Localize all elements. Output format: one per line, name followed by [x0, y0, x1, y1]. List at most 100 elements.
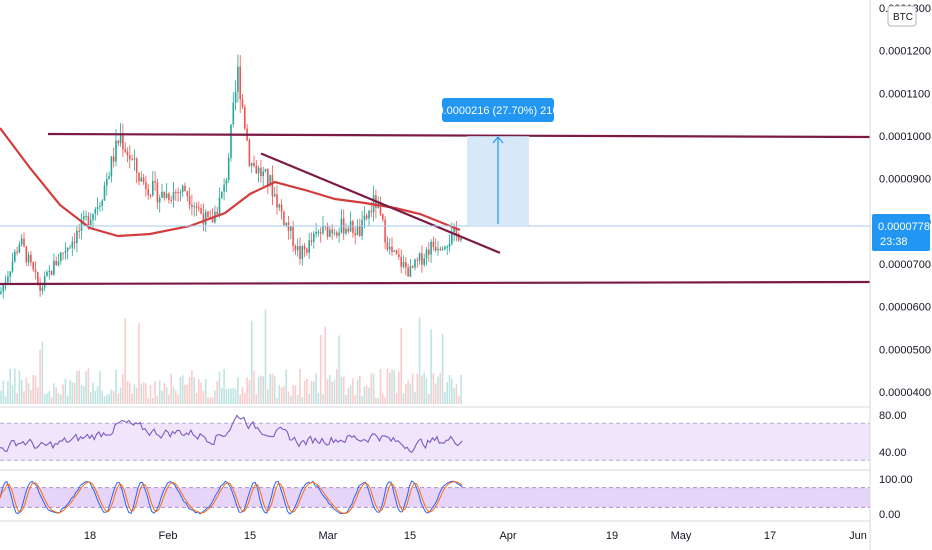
candle-body: [46, 272, 48, 277]
candle-body: [333, 232, 336, 234]
candle-body: [87, 215, 90, 226]
volume-bar: [83, 386, 85, 404]
candle-body: [446, 246, 448, 248]
volume-bar: [278, 385, 281, 404]
volume-bar: [32, 375, 34, 404]
candle-body: [308, 240, 310, 253]
volume-bar: [317, 392, 320, 404]
volume-bar: [333, 379, 336, 404]
descending-trendline[interactable]: [260, 152, 501, 254]
volume-bar: [152, 397, 154, 404]
volume-bar: [432, 373, 435, 404]
support-level-line[interactable]: [0, 280, 871, 286]
candle-body: [326, 225, 329, 237]
candle-body: [62, 252, 64, 254]
candle-body: [290, 226, 292, 231]
candle-body: [267, 168, 269, 186]
volume-bar: [354, 395, 356, 404]
volume-bar: [14, 368, 16, 404]
volume-bar: [319, 334, 322, 404]
candle-body: [129, 155, 131, 160]
candle-body: [101, 200, 103, 206]
volume-bar: [313, 381, 315, 404]
candle-body: [411, 266, 414, 268]
volume-bar: [66, 395, 69, 404]
candle-body: [234, 91, 237, 103]
candle-body: [43, 276, 46, 288]
candle-body: [108, 176, 110, 180]
candle-body: [287, 222, 290, 231]
volume-bar: [391, 369, 393, 404]
rsi-axis: 80.00 40.00: [879, 410, 907, 459]
candle-body: [405, 261, 407, 268]
volume-bar: [198, 379, 200, 404]
volume-bar: [292, 385, 294, 404]
volume-bar: [402, 393, 405, 404]
volume-bar: [204, 378, 207, 404]
volume-bar: [184, 384, 186, 404]
volume-bar: [149, 385, 152, 404]
volume-bar: [2, 380, 5, 404]
candle-body: [156, 182, 159, 203]
candle-body: [152, 180, 154, 196]
candle-body: [361, 219, 363, 236]
volume-bar: [375, 397, 377, 404]
current-price-tag-background: [872, 214, 930, 251]
price-range-measure[interactable]: 0.0000216 (27.70%) 216: [437, 98, 559, 225]
volume-bar: [271, 373, 274, 404]
candle-body: [80, 219, 83, 231]
rsi-axis-label: 80.00: [879, 410, 907, 422]
volume-bar: [428, 393, 430, 404]
volume-bar: [20, 379, 23, 404]
volume-bar: [177, 394, 179, 404]
candle-body: [133, 158, 136, 160]
volume-bar: [303, 380, 306, 404]
candle-body: [331, 229, 333, 234]
candle-body: [184, 185, 186, 192]
volume-bar: [336, 369, 338, 404]
candle-body: [368, 210, 370, 219]
time-axis[interactable]: 18 Feb 15 Mar 15 Apr 19 May 17 Jun: [84, 530, 867, 542]
price-axis[interactable]: 0.00013000.00012000.00011000.00010000.00…: [879, 3, 931, 399]
volume-bar: [158, 380, 161, 404]
candle-body: [296, 246, 299, 251]
candle-body: [269, 175, 271, 186]
candle-body: [273, 194, 276, 197]
time-axis-label: Jun: [849, 530, 867, 542]
candle-body: [37, 271, 39, 284]
candle-body: [99, 205, 101, 208]
price-axis-label: 0.0000700: [879, 259, 931, 271]
candle-body: [16, 251, 18, 253]
price-axis-label: 0.0000900: [879, 174, 931, 186]
candle-body: [20, 238, 23, 245]
rsi-line: [0, 414, 463, 454]
candle-body: [400, 256, 402, 267]
stoch-axis-label: 0.00: [879, 509, 900, 521]
volume-bar: [338, 335, 340, 404]
candle-body: [225, 180, 228, 185]
candle-body: [165, 193, 168, 198]
currency-badge[interactable]: BTC: [887, 5, 917, 27]
candle-body: [359, 225, 361, 236]
volume-bar: [170, 373, 172, 404]
volume-bar: [230, 388, 232, 404]
volume-bar: [25, 377, 28, 404]
candle-body: [110, 156, 113, 177]
volume-bar: [455, 383, 458, 404]
candle-body: [34, 269, 37, 272]
volume-bar: [416, 373, 419, 404]
volume-bar: [239, 394, 241, 404]
candle-body: [124, 149, 126, 152]
volume-bar: [11, 385, 14, 404]
volume-bar: [283, 386, 285, 404]
volume-bar: [276, 397, 278, 404]
resistance-level-line[interactable]: [47, 132, 871, 139]
volume-bar: [96, 386, 99, 404]
volume-bar: [386, 368, 389, 404]
volume-bar: [191, 370, 193, 404]
candle-body: [0, 291, 2, 294]
volume-bar: [218, 371, 221, 404]
volume-bar: [7, 381, 9, 404]
volume-bar: [129, 382, 131, 404]
